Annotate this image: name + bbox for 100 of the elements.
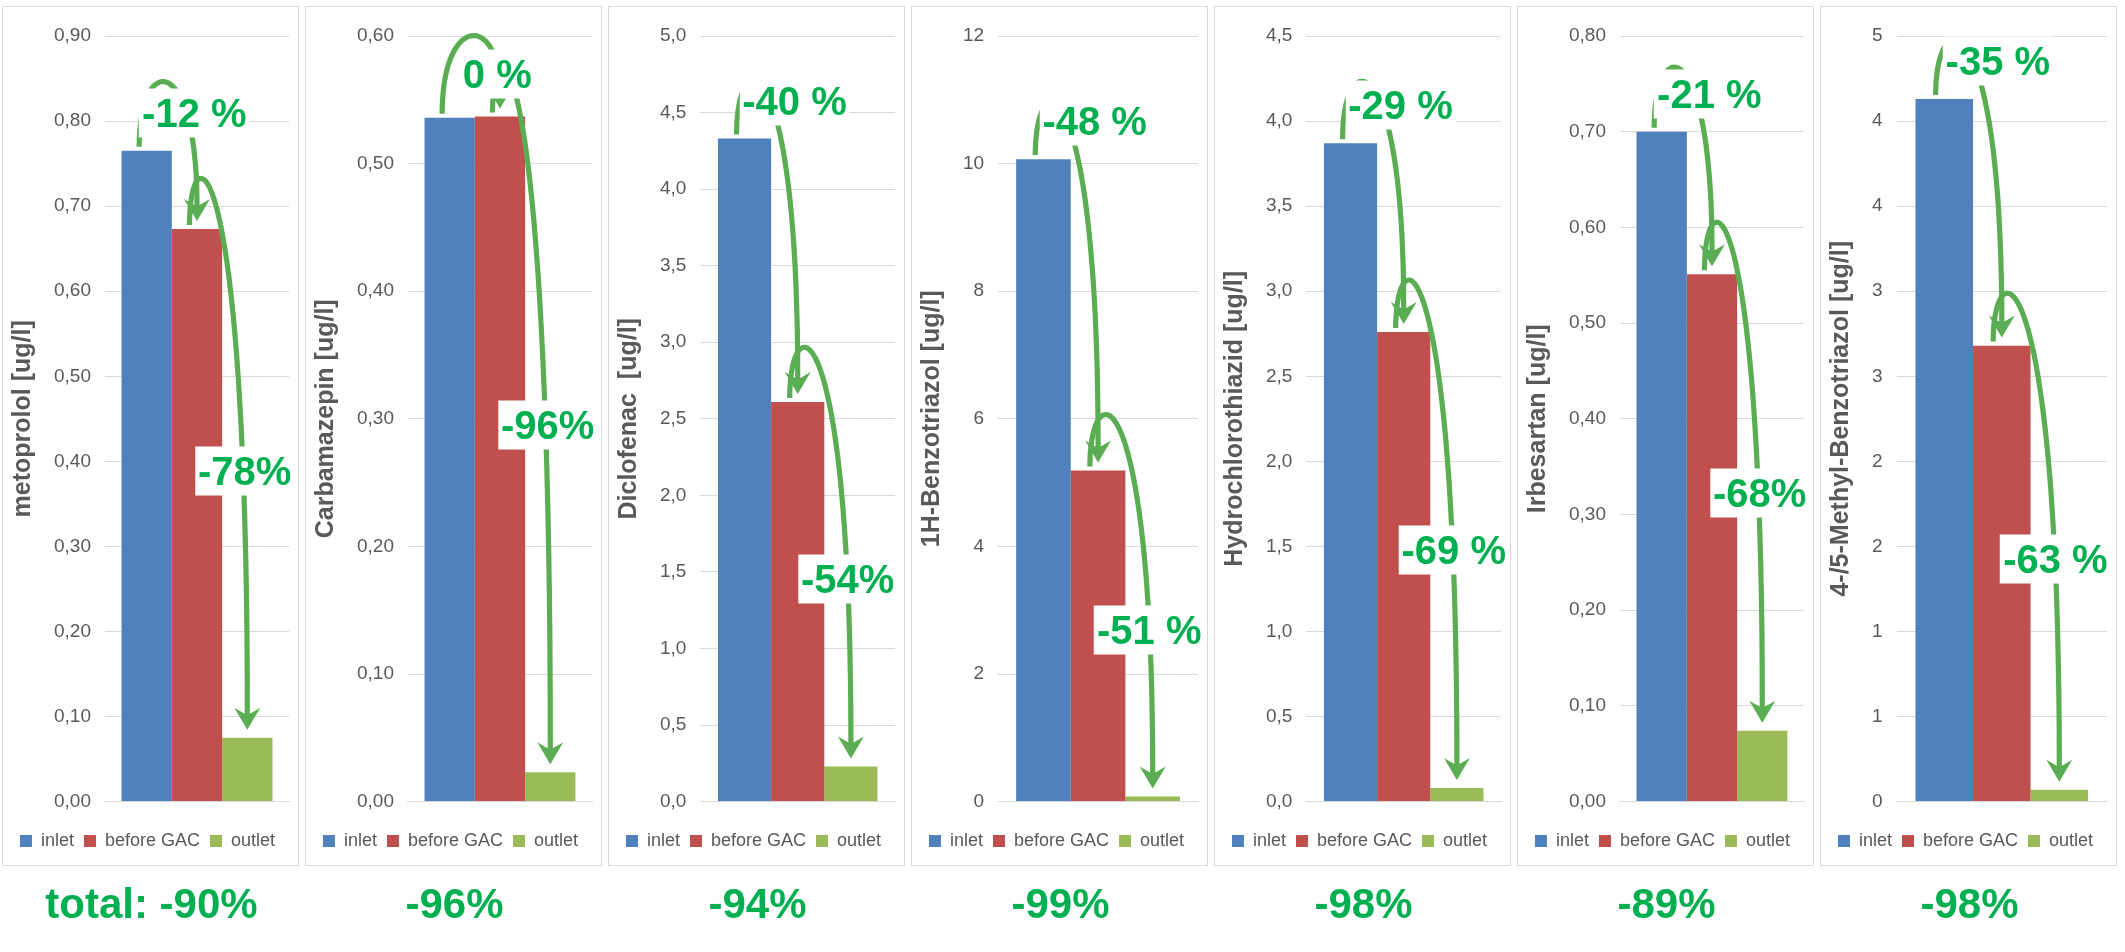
y-tick-label: 3,0 [1265, 279, 1293, 301]
legend-label: inlet [1252, 829, 1286, 850]
y-tick-label: 3,5 [659, 253, 687, 275]
annotation: -78% [194, 446, 295, 496]
y-tick-label: 0,60 [54, 279, 91, 301]
legend-label: before GAC [1013, 829, 1110, 850]
legend-label: outlet [1140, 829, 1185, 850]
legend-label: before GAC [104, 829, 201, 850]
text: -98% [1919, 880, 2020, 928]
bar [424, 117, 475, 802]
y-tick-label: 0,5 [659, 713, 687, 735]
legend-label: inlet [1555, 829, 1589, 850]
annotation: -51 % [1094, 605, 1205, 655]
legend-label: outlet [1746, 829, 1791, 850]
y-tick-label: 2 [973, 662, 985, 684]
y-tick-label: 0,10 [1569, 694, 1606, 716]
legend-label: inlet [343, 829, 377, 850]
y-tick-label: 0,50 [357, 151, 394, 173]
y-tick-label: 0,10 [357, 662, 394, 684]
y-tick-label: 10 [962, 151, 985, 173]
y-tick-label: 0,0 [1265, 789, 1293, 811]
y-axis-title: Hydrochlorothiazid [ug/l] [1218, 270, 1247, 567]
y-tick-label: 3,5 [1265, 194, 1293, 216]
y-tick-label: 4,5 [1265, 24, 1293, 46]
y-tick-label: 8 [973, 279, 985, 301]
y-tick-label: 6 [973, 407, 985, 429]
y-tick-label: 2 [1871, 534, 1883, 556]
y-tick-label: 0,0 [659, 789, 687, 811]
y-tick-label: 2 [1871, 449, 1883, 471]
y-tick-label: 0,00 [54, 789, 91, 811]
annotation: -68% [1709, 468, 1810, 518]
y-axis-title: Carbamazepin [ug/l] [309, 299, 338, 539]
legend-label: before GAC [710, 829, 807, 850]
annotation: -96% [497, 400, 598, 450]
y-tick-label: 0,80 [1569, 24, 1606, 46]
y-tick-label: 4,0 [659, 177, 687, 199]
legend-label: inlet [949, 829, 983, 850]
y-tick-label: 0,20 [54, 619, 91, 641]
y-tick-label: 1,0 [659, 636, 687, 658]
y-tick-label: 1 [1871, 619, 1883, 641]
y-axis-title: Diclofenac [ug/l] [612, 318, 641, 520]
bar [2030, 789, 2089, 802]
y-axis-title: 4-/5-Methyl-Benzotriazol [ug/l] [1824, 241, 1853, 597]
legend-label: outlet [2049, 829, 2094, 850]
y-tick-label: 0,40 [357, 279, 394, 301]
y-tick-label: 1 [1871, 704, 1883, 726]
text: -98% [1313, 880, 1414, 928]
y-tick-label: 0,70 [54, 194, 91, 216]
text: -96% [404, 880, 505, 928]
legend-label: before GAC [407, 829, 504, 850]
legend-label: before GAC [1316, 829, 1413, 850]
y-tick-label: 0,30 [54, 534, 91, 556]
y-tick-label: 0,00 [357, 789, 394, 811]
y-tick-label: 0,40 [54, 449, 91, 471]
legend-label: inlet [40, 829, 74, 850]
y-tick-label: 2,5 [1265, 364, 1293, 386]
legend-label: outlet [1443, 829, 1488, 850]
legend-label: outlet [837, 829, 882, 850]
bar [1737, 730, 1788, 802]
y-tick-label: 4,0 [1265, 109, 1293, 131]
y-tick-label: 0,30 [357, 407, 394, 429]
y-tick-label: 0,30 [1569, 502, 1606, 524]
y-tick-label: 3 [1871, 279, 1883, 301]
text: -89% [1616, 880, 1717, 928]
y-tick-label: 0,10 [54, 704, 91, 726]
legend-label: before GAC [1922, 829, 2019, 850]
y-tick-label: 0,60 [357, 24, 394, 46]
legend-label: inlet [646, 829, 680, 850]
bar [1430, 787, 1484, 802]
annotation: -40 % [739, 76, 850, 126]
y-tick-label: 0,50 [54, 364, 91, 386]
bar [1125, 796, 1181, 802]
bar [525, 772, 576, 802]
text: total: -90% [44, 880, 259, 928]
y-tick-label: 0,40 [1569, 407, 1606, 429]
y-tick-label: 4 [973, 534, 985, 556]
y-axis-title: Irbesartan [ug/l] [1521, 324, 1550, 514]
annotation: -48 % [1039, 96, 1150, 146]
annotation: -63 % [2000, 534, 2111, 584]
annotation: -35 % [1942, 36, 2054, 86]
legend-label: inlet [1858, 829, 1892, 850]
y-tick-label: 5 [1871, 24, 1883, 46]
y-tick-label: 0,20 [357, 534, 394, 556]
y-tick-label: 0,60 [1569, 215, 1606, 237]
y-tick-label: 1,5 [1265, 534, 1293, 556]
text: -94% [707, 880, 808, 928]
annotation: -54% [798, 554, 898, 604]
legend-label: outlet [534, 829, 579, 850]
y-tick-label: 3 [1871, 364, 1883, 386]
y-tick-label: 5,0 [659, 24, 687, 46]
y-tick-label: 0 [1871, 789, 1883, 811]
annotation: -29 % [1345, 80, 1456, 130]
y-tick-label: 0,00 [1569, 789, 1606, 811]
y-tick-label: 0,20 [1569, 598, 1606, 620]
y-tick-label: 0,90 [54, 24, 91, 46]
annotation: 0 % [459, 49, 535, 99]
annotation: -21 % [1654, 69, 1765, 119]
y-tick-label: 0,70 [1569, 119, 1606, 141]
y-tick-label: 0 [973, 789, 985, 811]
annotation: -69 % [1398, 525, 1509, 575]
